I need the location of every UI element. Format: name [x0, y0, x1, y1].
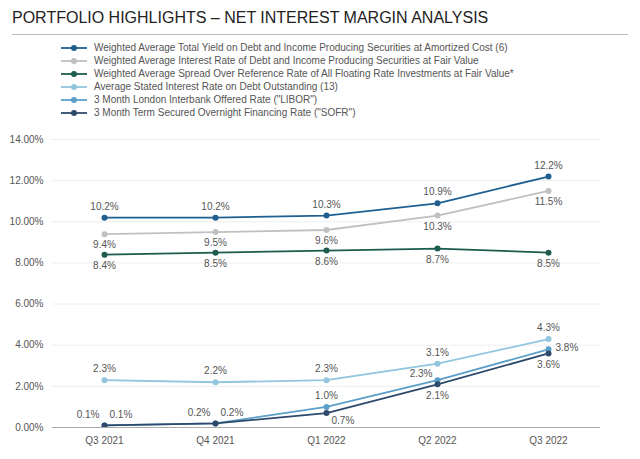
- svg-text:8.5%: 8.5%: [537, 258, 560, 269]
- svg-text:9.5%: 9.5%: [204, 237, 227, 248]
- svg-text:0.1%: 0.1%: [110, 409, 133, 420]
- svg-text:3.6%: 3.6%: [537, 359, 560, 370]
- svg-text:2.2%: 2.2%: [204, 365, 227, 376]
- svg-text:8.6%: 8.6%: [315, 256, 338, 267]
- svg-text:8.5%: 8.5%: [204, 258, 227, 269]
- svg-text:3.1%: 3.1%: [426, 347, 449, 358]
- svg-text:12.00%: 12.00%: [10, 175, 44, 186]
- svg-text:14.00%: 14.00%: [10, 134, 44, 145]
- svg-text:6.00%: 6.00%: [15, 298, 43, 309]
- html-text:Weighted Average Total Yield o: Weighted Average Total Yield on Debt and…: [94, 42, 508, 53]
- svg-text:2.3%: 2.3%: [315, 363, 338, 374]
- svg-text:2.1%: 2.1%: [426, 390, 449, 401]
- svg-text:8.7%: 8.7%: [426, 254, 449, 265]
- html-text:Average Stated Interest Rate o: Average Stated Interest Rate on Debt Out…: [94, 81, 338, 92]
- svg-text:10.2%: 10.2%: [90, 201, 118, 212]
- svg-text:3.8%: 3.8%: [556, 342, 579, 353]
- svg-text:Q3 2021: Q3 2021: [85, 435, 124, 446]
- svg-text:4.3%: 4.3%: [537, 322, 560, 333]
- svg-text:0.00%: 0.00%: [15, 422, 43, 433]
- html-text:3 Month Term Secured Overnight: 3 Month Term Secured Overnight Financing…: [94, 107, 356, 118]
- svg-text:1.0%: 1.0%: [315, 390, 338, 401]
- svg-text:10.9%: 10.9%: [423, 186, 451, 197]
- svg-text:0.1%: 0.1%: [77, 409, 100, 420]
- svg-text:10.3%: 10.3%: [312, 199, 340, 210]
- svg-text:0.7%: 0.7%: [332, 415, 355, 426]
- svg-text:2.3%: 2.3%: [93, 363, 116, 374]
- svg-text:4.00%: 4.00%: [15, 339, 43, 350]
- svg-text:9.6%: 9.6%: [315, 235, 338, 246]
- svg-text:2.3%: 2.3%: [410, 368, 433, 379]
- svg-text:Q4 2021: Q4 2021: [196, 435, 235, 446]
- svg-text:0.2%: 0.2%: [188, 407, 211, 418]
- svg-text:Q2 2022: Q2 2022: [418, 435, 457, 446]
- svg-text:10.3%: 10.3%: [423, 221, 451, 232]
- svg-text:9.4%: 9.4%: [93, 239, 116, 250]
- svg-text:10.2%: 10.2%: [201, 201, 229, 212]
- html-text:PORTFOLIO HIGHLIGHTS – NET INT: PORTFOLIO HIGHLIGHTS – NET INTEREST MARG…: [12, 9, 489, 26]
- svg-text:Q1 2022: Q1 2022: [307, 435, 346, 446]
- svg-text:0.2%: 0.2%: [221, 407, 244, 418]
- svg-text:8.4%: 8.4%: [93, 260, 116, 271]
- svg-text:11.5%: 11.5%: [535, 196, 563, 207]
- html-text:Weighted Average Interest Rate: Weighted Average Interest Rate of Debt a…: [94, 55, 479, 66]
- html-text:3 Month London Interbank Offer: 3 Month London Interbank Offered Rate ("…: [94, 94, 318, 105]
- svg-text:8.00%: 8.00%: [15, 257, 43, 268]
- svg-text:12.2%: 12.2%: [534, 160, 562, 171]
- svg-text:10.00%: 10.00%: [10, 216, 44, 227]
- svg-text:2.00%: 2.00%: [15, 381, 43, 392]
- svg-text:Q3 2022: Q3 2022: [529, 435, 568, 446]
- html-text:Weighted Average Spread Over R: Weighted Average Spread Over Reference R…: [94, 68, 514, 79]
